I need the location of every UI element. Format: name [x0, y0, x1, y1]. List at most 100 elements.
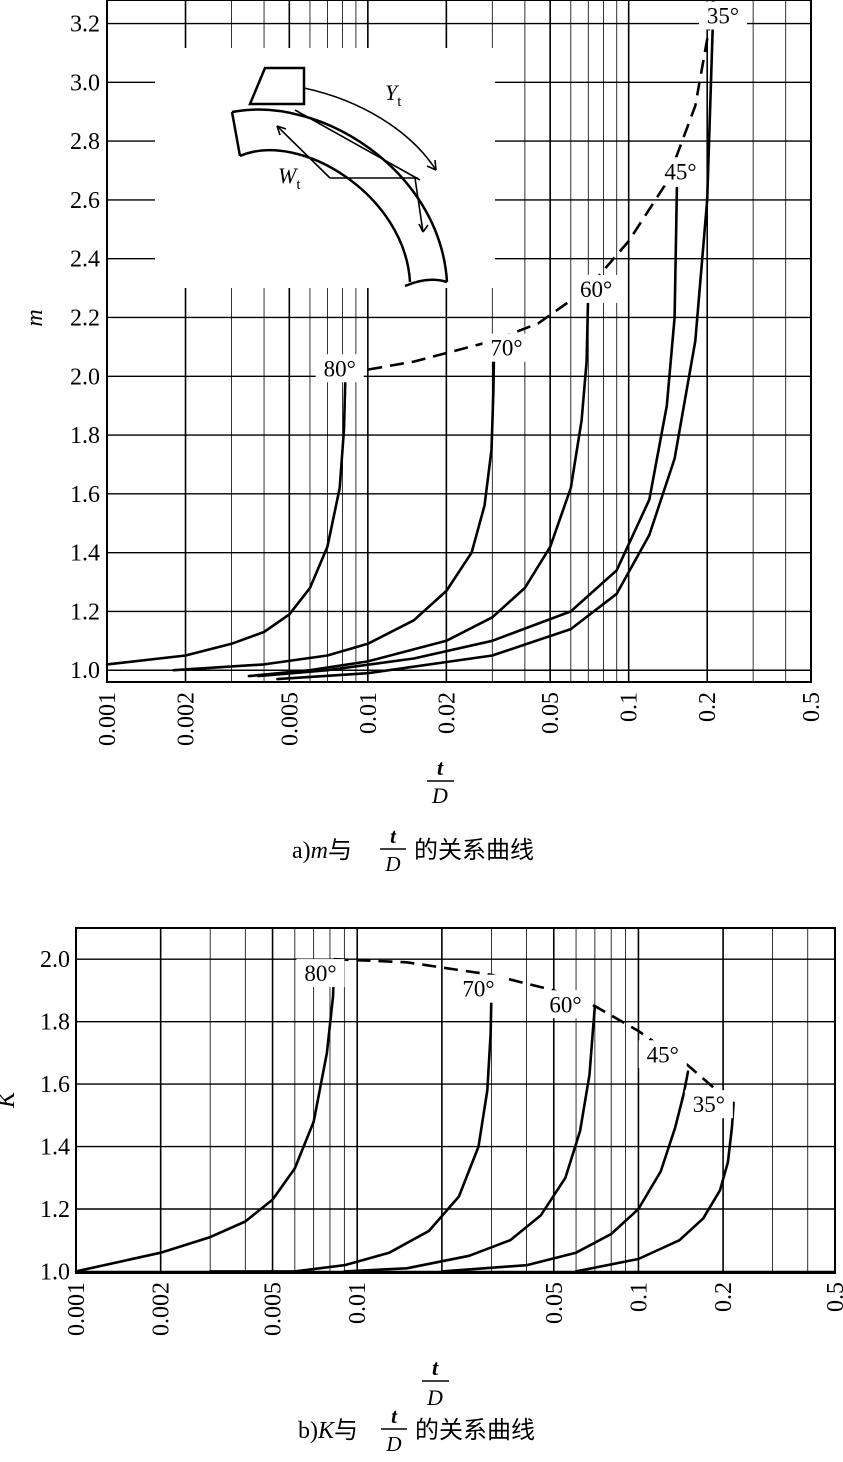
panel-b-caption-suffix: 的关系曲线 — [415, 1417, 535, 1444]
panel-a-curves — [105, 0, 715, 681]
y-tick-label: 2.6 — [70, 188, 100, 214]
x-tick-label: 0.001 — [95, 692, 121, 746]
x-tick-label: 0.05 — [542, 1282, 568, 1324]
panel-a-caption-text: a)m与 — [292, 838, 352, 864]
series-label-background — [541, 990, 590, 1019]
x-tick-label: 0.5 — [799, 692, 825, 722]
x-tick-label: 0.5 — [823, 1282, 843, 1312]
panel-a-x-tick-labels: 0.001 0.002 0.005 0.01 0.02 0.05 0.1 0.2 0.5 — [95, 692, 825, 746]
y-tick-label: 1.0 — [40, 1259, 70, 1285]
inset-bottom-cap — [404, 278, 448, 288]
panel-b-xlabel-denominator: D — [426, 1385, 443, 1410]
x-tick-label: 0.2 — [711, 1282, 737, 1312]
x-tick-label: 0.005 — [261, 1282, 287, 1336]
x-tick-label: 0.1 — [626, 1282, 652, 1312]
series-label-60deg: 60° — [580, 277, 612, 302]
x-tick-label: 0.1 — [617, 692, 643, 722]
y-tick-label: 2.0 — [70, 364, 100, 390]
inset-tool-shape — [248, 66, 306, 106]
panel-b-x-tick-labels: 0.001 0.002 0.005 0.01 0.05 0.1 0.2 0.5 — [64, 1282, 843, 1336]
series-line-70deg — [208, 995, 493, 1273]
panel-a: Yt Wt 80° 70° 60° 45° 35° 1.0 1.2 1.4 1.6 1.8 2.0… — [22, 0, 825, 876]
series-line-45deg — [440, 1070, 690, 1273]
series-label-70deg: 70° — [490, 336, 522, 361]
x-tick-label: 0.05 — [538, 692, 564, 734]
envelope-dashed-line — [346, 0, 715, 375]
inset-yt-arrow — [303, 87, 437, 171]
inset-down-arrowhead — [418, 223, 429, 233]
panel-b-caption-denominator: D — [385, 1432, 401, 1456]
y-tick-label: 1.6 — [70, 482, 100, 508]
y-tick-label: 1.6 — [40, 1072, 70, 1098]
panel-a-caption-denominator: D — [384, 852, 400, 876]
x-tick-label: 0.005 — [277, 692, 303, 746]
y-tick-label: 1.4 — [70, 541, 100, 567]
panel-a-caption-numerator: t — [390, 824, 397, 848]
series-label-background — [656, 157, 705, 186]
y-tick-label: 1.2 — [40, 1197, 70, 1223]
inset-diagram: Yt Wt — [155, 48, 495, 288]
series-line-35deg — [276, 0, 715, 681]
panel-a-xlabel-numerator: t — [437, 755, 444, 780]
panel-b-curves — [74, 957, 735, 1273]
panel-b-caption-numerator: t — [391, 1404, 398, 1428]
x-tick-label: 0.01 — [345, 1282, 371, 1324]
y-tick-label: 2.4 — [70, 247, 100, 273]
panel-b-x-axis-label: t D — [422, 1355, 449, 1410]
y-tick-label: 1.8 — [40, 1010, 70, 1036]
series-label-background — [315, 354, 364, 383]
panel-b-curve-labels: 80° 70° 60° 45° 35° — [296, 959, 733, 1119]
panel-b-xlabel-numerator: t — [432, 1355, 439, 1380]
series-line-35deg — [574, 1101, 735, 1273]
series-line-80deg — [105, 375, 347, 666]
series-label-background — [454, 974, 503, 1003]
panel-a-x-axis-label: t D — [427, 755, 454, 808]
panel-b-y-tick-labels: 1.0 1.2 1.4 1.6 1.8 2.0 — [40, 947, 70, 1285]
y-tick-label: 1.4 — [40, 1135, 70, 1161]
panel-a-frame — [106, 0, 812, 683]
panel-b-caption: b)K与 t D 的关系曲线 — [298, 1404, 535, 1456]
series-line-70deg — [172, 339, 496, 672]
inset-background — [155, 48, 495, 288]
x-tick-label: 0.001 — [64, 1282, 90, 1336]
series-label-45deg: 45° — [647, 1042, 679, 1067]
series-label-background — [296, 959, 345, 988]
inset-outer-wall — [231, 108, 449, 283]
y-tick-label: 1.8 — [70, 423, 100, 449]
series-line-60deg — [247, 286, 590, 678]
inset-arrows — [276, 87, 437, 233]
x-tick-label: 0.002 — [149, 1282, 175, 1336]
inset-label-yt: Yt — [385, 80, 402, 110]
y-tick-label: 3.2 — [70, 12, 100, 38]
panel-a-xlabel-denominator: D — [431, 783, 448, 808]
y-tick-label: 2.2 — [70, 305, 100, 331]
panel-b: 80° 70° 60° 45° 35° 1.0 1.2 1.4 1.6 1.8 2.0 0.001… — [0, 927, 843, 1456]
panel-a-caption: a)m与 t D 的关系曲线 — [292, 824, 534, 876]
series-label-background — [638, 1040, 687, 1069]
y-tick-label: 1.0 — [70, 658, 100, 684]
y-tick-label: 2.0 — [40, 947, 70, 973]
panel-b-caption-text: b)K与 — [298, 1418, 358, 1444]
panel-a-y-axis-label: m — [22, 309, 48, 326]
series-label-80deg: 80° — [304, 961, 336, 986]
series-label-70deg: 70° — [462, 977, 494, 1002]
series-label-background — [684, 1090, 733, 1119]
inset-label-wt: Wt — [278, 163, 301, 193]
inset-wt-arrow — [276, 125, 331, 179]
y-tick-label: 2.8 — [70, 129, 100, 155]
series-label-35deg: 35° — [693, 1092, 725, 1117]
x-tick-label: 0.01 — [356, 692, 382, 734]
inset-wt-arrowhead — [276, 125, 287, 136]
y-tick-label: 3.0 — [70, 70, 100, 96]
inset-end-cap — [230, 111, 242, 157]
series-label-60deg: 60° — [549, 992, 581, 1017]
panel-b-y-axis-label: K — [0, 1090, 20, 1109]
x-tick-label: 0.02 — [434, 692, 460, 734]
series-line-60deg — [343, 1004, 597, 1273]
panel-a-curve-labels: 80° 70° 60° 45° 35° — [315, 1, 748, 383]
inset-lines — [230, 66, 449, 288]
inset-yt-arrowhead — [426, 159, 437, 171]
panel-a-y-tick-labels: 1.0 1.2 1.4 1.6 1.8 2.0 2.2 2.4 2.6 2.8 3.0 3.2 — [70, 12, 100, 685]
series-label-80deg: 80° — [324, 356, 356, 381]
series-label-background — [482, 333, 531, 362]
